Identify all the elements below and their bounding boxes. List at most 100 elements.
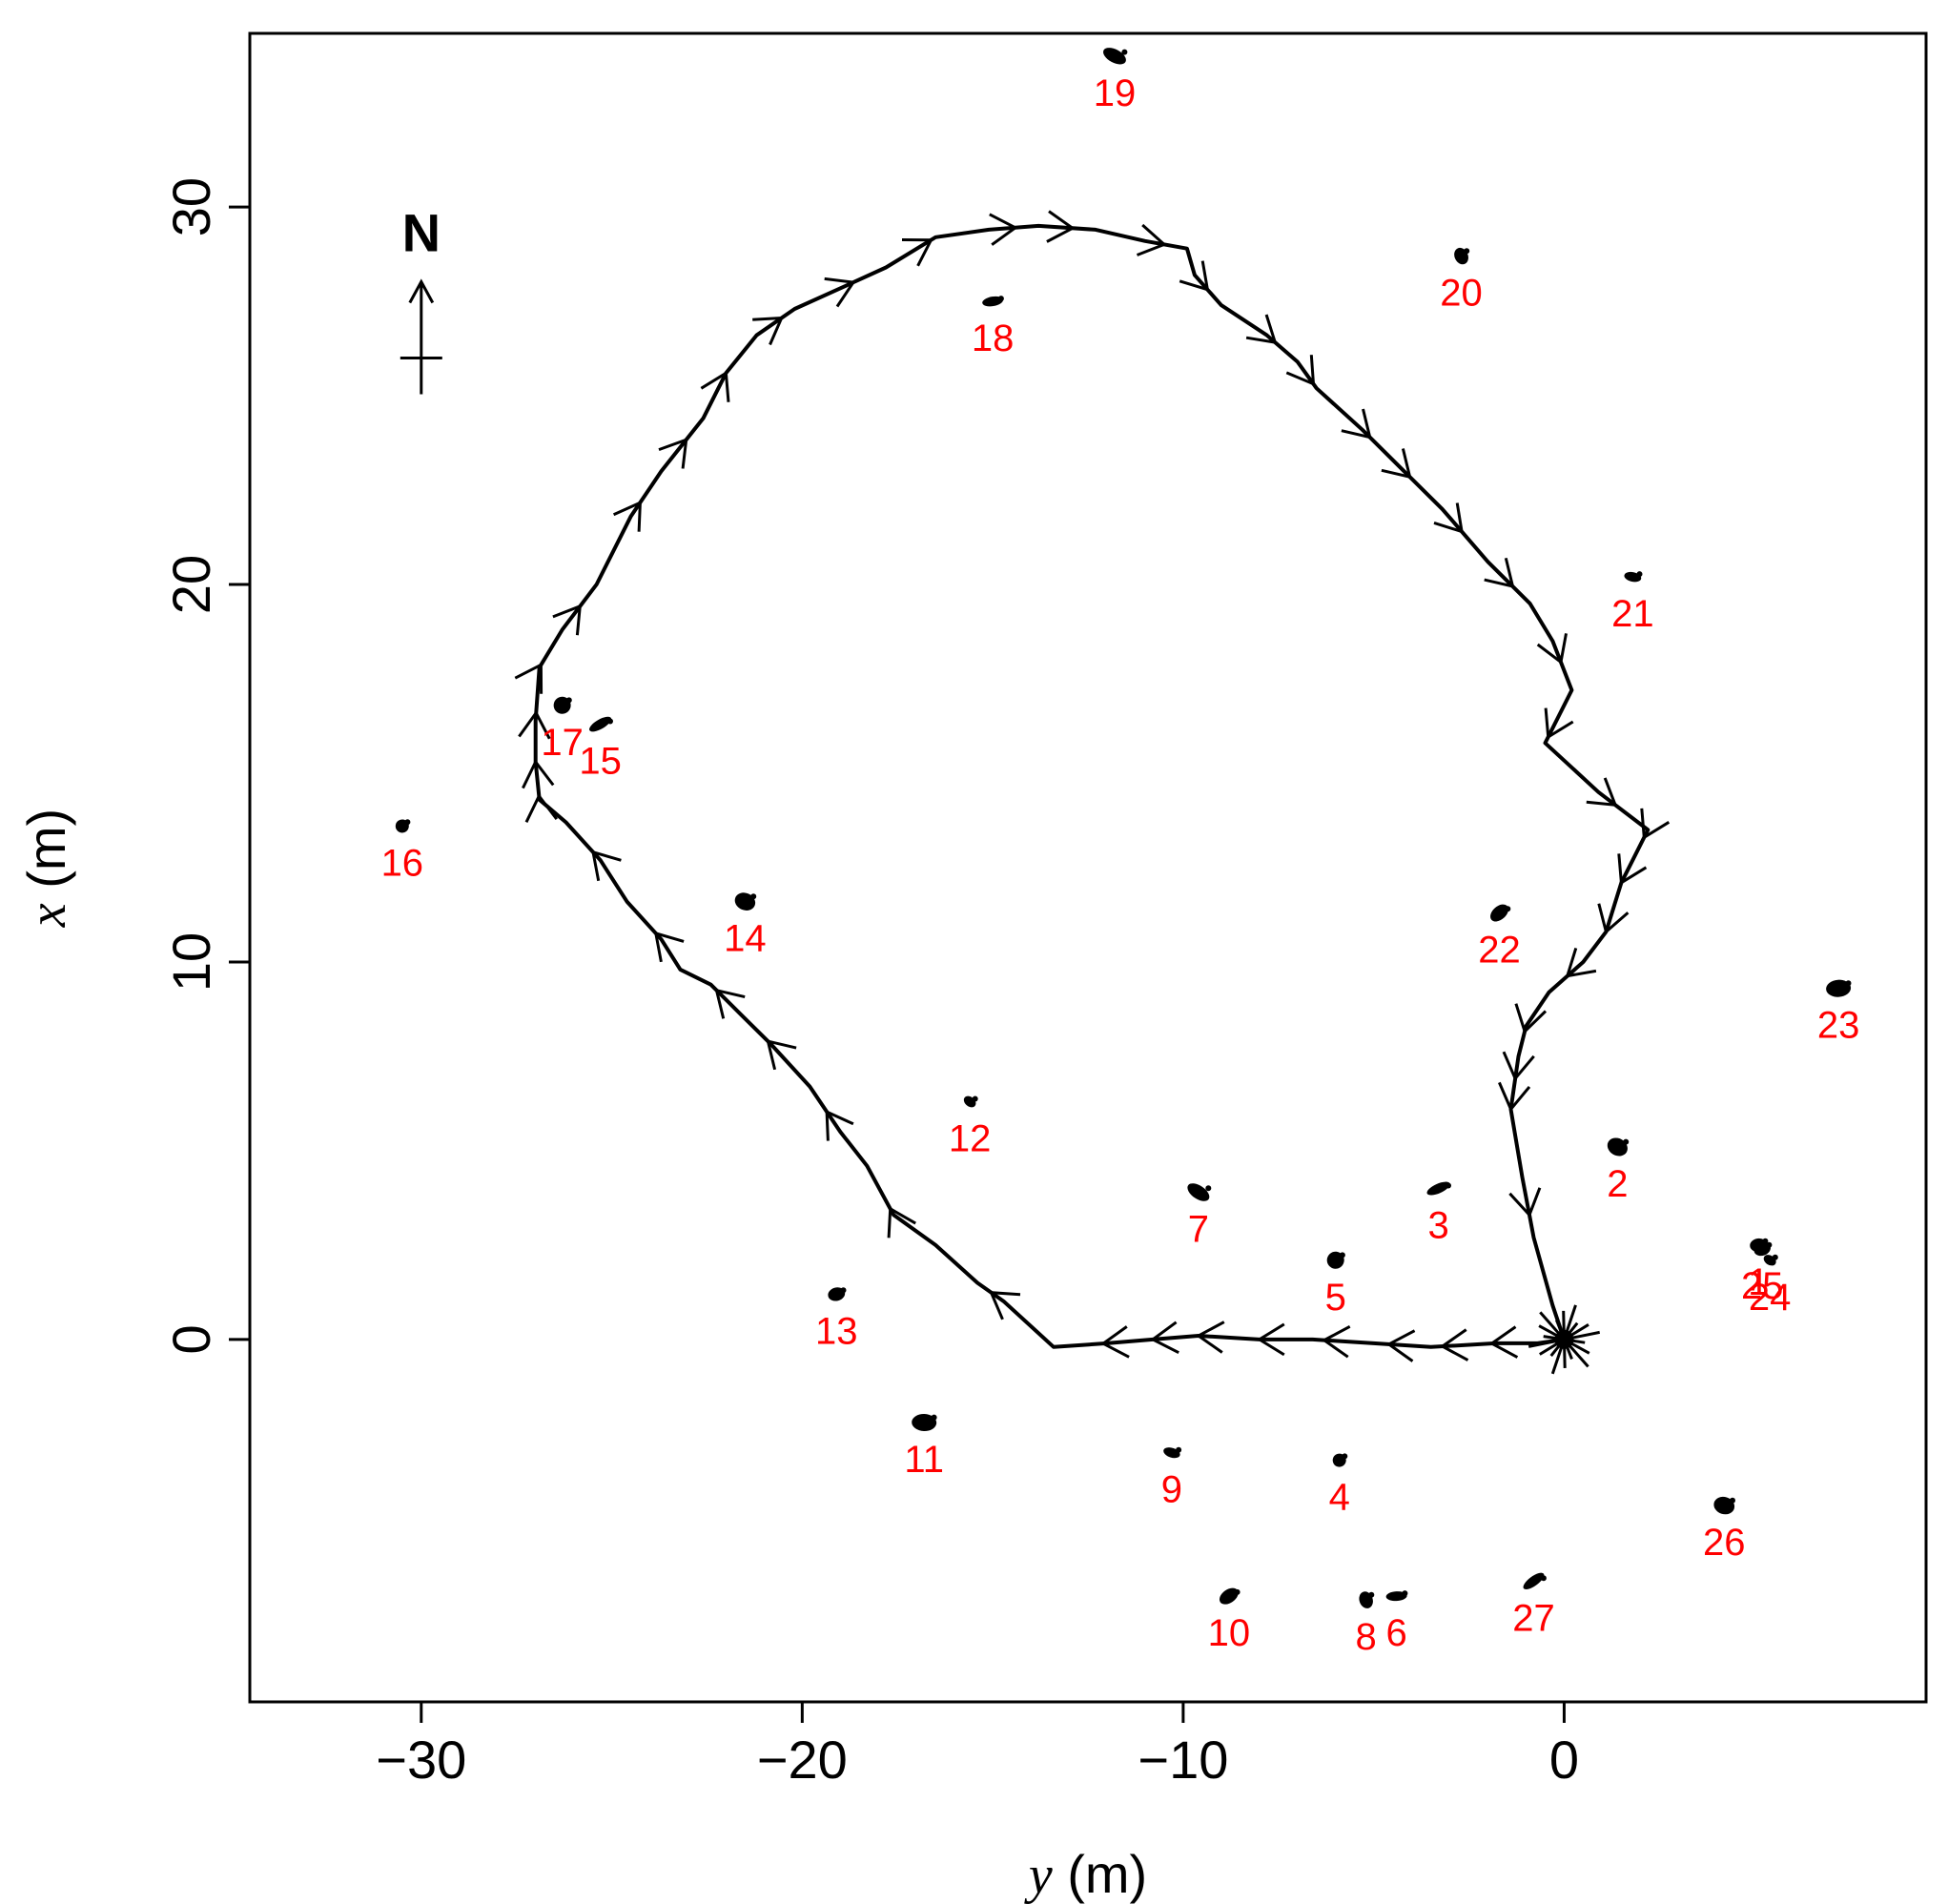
landmark-label: 19 xyxy=(1094,72,1137,114)
landmark-5: 5 xyxy=(1325,1251,1346,1319)
landmark-marker-dot xyxy=(1339,1252,1345,1259)
landmark-label: 2 xyxy=(1607,1163,1628,1205)
direction-arrow xyxy=(1321,1324,1351,1359)
direction-arrow xyxy=(1514,1003,1548,1034)
landmark-label: 7 xyxy=(1188,1208,1209,1250)
landmark-27: 27 xyxy=(1512,1572,1555,1639)
landmark-label: 11 xyxy=(904,1439,944,1481)
landmark-10: 10 xyxy=(1208,1587,1250,1654)
direction-arrows xyxy=(514,210,1671,1362)
landmark-20: 20 xyxy=(1440,247,1483,315)
direction-arrow xyxy=(1544,707,1574,740)
landmark-label: 17 xyxy=(541,722,584,764)
landmark-26: 26 xyxy=(1703,1496,1746,1564)
direction-arrow xyxy=(1136,223,1167,256)
landmark-marker xyxy=(553,696,571,714)
landmark-marker-dot xyxy=(1446,1182,1451,1189)
direction-arrow xyxy=(887,1206,916,1239)
landmark-label: 15 xyxy=(579,741,622,783)
direction-arrow xyxy=(752,316,785,346)
y-axis: 0 10 20 30 xyxy=(161,177,250,1354)
landmark-9: 9 xyxy=(1161,1446,1182,1511)
direction-arrow xyxy=(1536,633,1568,665)
landmark-8: 8 xyxy=(1356,1591,1377,1658)
x-axis-title: y (m) xyxy=(1024,1844,1147,1904)
landmark-marker-dot xyxy=(931,1414,937,1421)
direction-arrow xyxy=(700,370,730,402)
landmark-6: 6 xyxy=(1385,1590,1408,1654)
direction-arrow xyxy=(901,238,933,267)
direction-arrow xyxy=(1100,1325,1130,1359)
landmark-label: 22 xyxy=(1478,930,1521,972)
direction-arrow xyxy=(522,759,555,789)
landmark-label: 6 xyxy=(1386,1612,1407,1654)
trajectory xyxy=(533,223,1651,1349)
landmark-15: 15 xyxy=(579,716,622,783)
landmark-4: 4 xyxy=(1329,1453,1350,1519)
x-axis-variable: y xyxy=(1024,1846,1053,1904)
start-point xyxy=(1554,1329,1574,1349)
direction-arrow xyxy=(989,1291,1021,1321)
landmark-13: 13 xyxy=(815,1287,858,1352)
landmark-marker-dot xyxy=(1636,571,1643,578)
landmark-label: 3 xyxy=(1427,1205,1448,1247)
landmark-label: 20 xyxy=(1440,273,1483,315)
y-axis-variable: x xyxy=(18,903,77,928)
landmark-marker-dot xyxy=(1121,49,1128,55)
landmark-marker-dot xyxy=(1540,1575,1547,1582)
x-axis-unit: (m) xyxy=(1053,1844,1148,1904)
x-tick-label: 0 xyxy=(1549,1730,1579,1790)
landmark-marker-dot xyxy=(565,697,572,704)
landmark-marker-dot xyxy=(1402,1590,1408,1597)
landmark-2: 2 xyxy=(1607,1137,1630,1205)
direction-arrow xyxy=(1640,808,1671,840)
plot-frame xyxy=(248,31,1928,1704)
landmark-label: 26 xyxy=(1703,1522,1746,1564)
landmark-marker-dot xyxy=(1342,1453,1348,1460)
x-tick-label: −10 xyxy=(1138,1730,1228,1790)
direction-arrow xyxy=(1439,1328,1469,1361)
direction-arrow xyxy=(653,931,685,963)
direction-arrow xyxy=(766,1039,797,1071)
landmark-marker-dot xyxy=(1772,1254,1778,1260)
direction-arrow xyxy=(1179,260,1210,292)
landmark-label: 27 xyxy=(1512,1597,1555,1639)
start-point-burst xyxy=(1528,1304,1600,1375)
landmark-marker xyxy=(912,1414,937,1432)
direction-arrow xyxy=(1597,903,1630,935)
direction-arrow xyxy=(1488,1325,1519,1359)
landmark-24: 24 xyxy=(1749,1254,1792,1319)
landmark-7: 7 xyxy=(1187,1183,1212,1250)
direction-arrow xyxy=(1502,1051,1535,1082)
landmark-label: 5 xyxy=(1325,1277,1346,1319)
landmark-marker xyxy=(1385,1591,1407,1602)
direction-arrow xyxy=(1617,853,1648,886)
landmark-marker xyxy=(1826,979,1852,997)
landmark-label: 14 xyxy=(724,918,767,960)
direction-arrow xyxy=(1508,1187,1542,1218)
y-tick-label: 30 xyxy=(161,177,221,236)
landmark-marker xyxy=(1219,1587,1239,1605)
landmark-label: 13 xyxy=(815,1310,858,1352)
landmarks: 1234567891011121314151617181920212223242… xyxy=(381,48,1859,1658)
landmark-label: 25 xyxy=(1741,1265,1784,1307)
landmark-marker-dot xyxy=(607,718,613,725)
landmark-marker xyxy=(1426,1181,1450,1196)
landmark-22: 22 xyxy=(1478,904,1521,972)
direction-arrow xyxy=(824,276,856,308)
landmark-label: 24 xyxy=(1749,1277,1792,1319)
y-axis-title: x (m) xyxy=(16,809,77,928)
direction-arrow xyxy=(1586,777,1618,808)
y-axis-unit: (m) xyxy=(16,809,76,904)
direction-arrow xyxy=(1484,557,1515,589)
landmark-marker-dot xyxy=(1368,1591,1375,1598)
landmark-marker xyxy=(1607,1137,1628,1157)
landmark-marker xyxy=(589,716,612,732)
landmark-marker xyxy=(1713,1496,1735,1515)
landmark-23: 23 xyxy=(1817,979,1859,1047)
landmark-marker xyxy=(1326,1251,1344,1269)
landmark-marker xyxy=(1490,904,1508,922)
direction-arrow xyxy=(1256,1322,1285,1357)
direction-arrow xyxy=(612,500,643,532)
landmark-marker-dot xyxy=(404,819,411,826)
